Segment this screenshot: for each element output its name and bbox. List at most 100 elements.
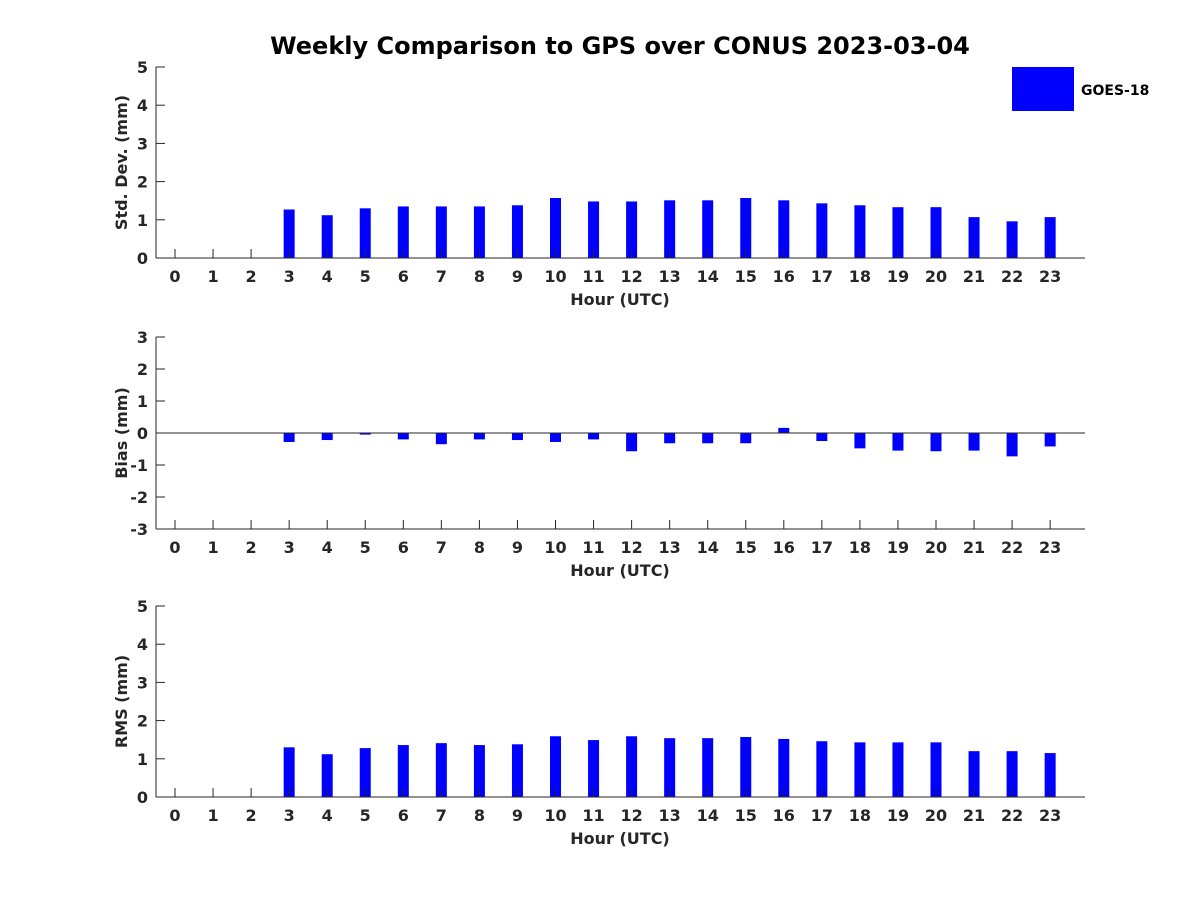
bar-panel2-hour-15 (740, 433, 752, 444)
x-tick-label: 20 (925, 538, 947, 557)
y-tick-label: 0 (137, 424, 148, 443)
x-tick-label: 22 (1001, 267, 1023, 286)
bar-panel1-hour-14 (702, 200, 714, 258)
y-tick-label: -1 (130, 456, 148, 475)
x-tick-label: 11 (582, 267, 604, 286)
x-tick-label: 13 (659, 267, 681, 286)
bar-panel1-hour-3 (283, 209, 295, 258)
x-tick-label: 19 (887, 267, 909, 286)
x-tick-label: 19 (887, 538, 909, 557)
y-tick-label: 3 (137, 134, 148, 153)
x-tick-label: 15 (735, 267, 757, 286)
bar-panel3-hour-9 (511, 744, 523, 797)
bar-panel3-hour-12 (626, 736, 638, 797)
x-tick-label: 8 (474, 806, 485, 825)
bar-panel2-hour-3 (283, 433, 295, 442)
bar-panel1-hour-23 (1044, 217, 1056, 258)
x-tick-label: 23 (1039, 538, 1061, 557)
bar-panel1-hour-16 (778, 200, 790, 258)
y-tick-label: 1 (137, 392, 148, 411)
bar-panel1-hour-11 (588, 201, 600, 258)
y-tick-label: 3 (137, 328, 148, 347)
x-tick-label: 9 (512, 538, 523, 557)
x-tick-label: 2 (246, 806, 257, 825)
bar-panel3-hour-17 (816, 741, 828, 797)
y-tick-label: -2 (130, 488, 148, 507)
bar-panel1-hour-21 (968, 217, 980, 258)
x-tick-label: 12 (620, 806, 642, 825)
y-tick-label: 4 (137, 96, 148, 115)
bar-panel2-hour-7 (435, 433, 447, 445)
x-tick-label: 12 (620, 538, 642, 557)
x-tick-label: 15 (735, 806, 757, 825)
x-tick-label: 22 (1001, 806, 1023, 825)
bar-panel2-hour-4 (321, 433, 333, 441)
bar-panel2-hour-22 (1006, 433, 1018, 457)
bar-panel2-hour-5 (359, 433, 371, 435)
y-axis-label: RMS (mm) (112, 655, 131, 748)
y-tick-label: 3 (137, 673, 148, 692)
x-tick-label: 5 (360, 267, 371, 286)
x-tick-label: 17 (811, 538, 833, 557)
x-tick-label: 23 (1039, 806, 1061, 825)
y-tick-label: 2 (137, 712, 148, 731)
x-tick-label: 7 (436, 538, 447, 557)
chart-title: Weekly Comparison to GPS over CONUS 2023… (270, 32, 970, 60)
bar-panel1-hour-13 (664, 200, 676, 258)
bar-panel2-hour-14 (702, 433, 714, 444)
x-tick-label: 11 (582, 538, 604, 557)
x-tick-label: 2 (246, 267, 257, 286)
bar-panel2-hour-17 (816, 433, 828, 441)
bar-panel1-hour-10 (550, 198, 561, 258)
bar-panel1-hour-17 (816, 203, 828, 258)
x-tick-label: 8 (474, 267, 485, 286)
x-axis-label: Hour (UTC) (570, 290, 670, 309)
y-tick-label: 2 (137, 173, 148, 192)
y-tick-label: 0 (137, 788, 148, 807)
x-tick-label: 17 (811, 267, 833, 286)
x-axis-label: Hour (UTC) (570, 561, 670, 580)
x-tick-label: 0 (169, 538, 180, 557)
x-tick-label: 21 (963, 806, 985, 825)
y-axis-label: Bias (mm) (112, 387, 131, 479)
bar-panel1-hour-4 (321, 215, 333, 258)
x-tick-label: 7 (436, 267, 447, 286)
x-tick-label: 5 (360, 538, 371, 557)
bar-panel3-hour-13 (664, 738, 676, 797)
bar-panel3-hour-8 (473, 745, 485, 797)
bar-panel1-hour-19 (892, 207, 904, 258)
bar-panel2-hour-10 (550, 433, 561, 442)
bar-panel3-hour-14 (702, 738, 714, 797)
bar-panel2-hour-23 (1044, 433, 1056, 447)
x-tick-label: 18 (849, 267, 871, 286)
x-tick-label: 6 (398, 806, 409, 825)
x-tick-label: 14 (697, 806, 719, 825)
x-tick-label: 4 (322, 538, 333, 557)
x-tick-label: 15 (735, 538, 757, 557)
x-tick-label: 22 (1001, 538, 1023, 557)
x-tick-label: 1 (207, 267, 218, 286)
bar-panel2-hour-12 (626, 433, 638, 452)
bar-panel1-hour-22 (1006, 221, 1018, 258)
legend-label-goes-18: GOES-18 (1081, 83, 1149, 99)
bar-panel3-hour-19 (892, 742, 904, 797)
y-tick-label: 5 (137, 597, 148, 616)
x-tick-label: 0 (169, 806, 180, 825)
bar-panel2-hour-18 (854, 433, 866, 449)
bar-panel3-hour-18 (854, 742, 866, 797)
x-tick-label: 3 (284, 267, 295, 286)
x-tick-label: 1 (207, 806, 218, 825)
bar-panel3-hour-16 (778, 738, 790, 797)
x-tick-label: 21 (963, 538, 985, 557)
bar-panel2-hour-13 (664, 433, 676, 444)
x-tick-label: 20 (925, 267, 947, 286)
x-tick-label: 14 (697, 267, 719, 286)
bar-panel2-hour-6 (397, 433, 409, 440)
x-tick-label: 3 (284, 538, 295, 557)
bar-panel3-hour-21 (968, 751, 980, 797)
x-tick-label: 8 (474, 538, 485, 557)
x-tick-label: 14 (697, 538, 719, 557)
x-tick-label: 9 (512, 806, 523, 825)
